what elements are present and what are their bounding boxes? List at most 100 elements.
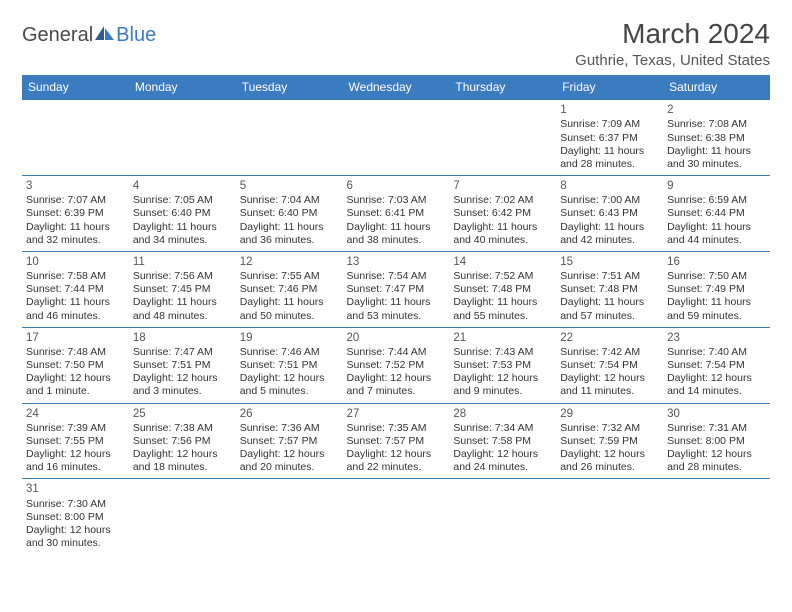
day-number: 7 <box>453 179 552 193</box>
calendar-table: Sunday Monday Tuesday Wednesday Thursday… <box>22 75 770 554</box>
day-cell: 28Sunrise: 7:34 AMSunset: 7:58 PMDayligh… <box>449 403 556 479</box>
day-number: 16 <box>667 255 766 269</box>
day-number: 28 <box>453 407 552 421</box>
title-block: March 2024 Guthrie, Texas, United States <box>575 18 770 69</box>
sunrise-line: Sunrise: 7:38 AM <box>133 422 232 435</box>
day-cell: 4Sunrise: 7:05 AMSunset: 6:40 PMDaylight… <box>129 175 236 251</box>
daylight-line: Daylight: 11 hours and 53 minutes. <box>347 296 446 322</box>
sunset-line: Sunset: 7:54 PM <box>667 359 766 372</box>
day-cell <box>22 100 129 176</box>
daylight-line: Daylight: 12 hours and 5 minutes. <box>240 372 339 398</box>
day-number: 1 <box>560 103 659 117</box>
sunset-line: Sunset: 7:49 PM <box>667 283 766 296</box>
day-cell: 31Sunrise: 7:30 AMSunset: 8:00 PMDayligh… <box>22 479 129 554</box>
sunset-line: Sunset: 7:55 PM <box>26 435 125 448</box>
day-number: 12 <box>240 255 339 269</box>
sunrise-line: Sunrise: 7:46 AM <box>240 346 339 359</box>
sunset-line: Sunset: 6:37 PM <box>560 132 659 145</box>
daylight-line: Daylight: 11 hours and 50 minutes. <box>240 296 339 322</box>
weekday-header: Sunday <box>22 75 129 100</box>
day-cell <box>556 479 663 554</box>
sunset-line: Sunset: 7:54 PM <box>560 359 659 372</box>
day-number: 13 <box>347 255 446 269</box>
day-cell: 3Sunrise: 7:07 AMSunset: 6:39 PMDaylight… <box>22 175 129 251</box>
daylight-line: Daylight: 12 hours and 9 minutes. <box>453 372 552 398</box>
day-number: 27 <box>347 407 446 421</box>
sunrise-line: Sunrise: 7:43 AM <box>453 346 552 359</box>
daylight-line: Daylight: 11 hours and 57 minutes. <box>560 296 659 322</box>
day-number: 29 <box>560 407 659 421</box>
weekday-header: Friday <box>556 75 663 100</box>
day-cell: 21Sunrise: 7:43 AMSunset: 7:53 PMDayligh… <box>449 327 556 403</box>
sunset-line: Sunset: 7:51 PM <box>133 359 232 372</box>
daylight-line: Daylight: 12 hours and 16 minutes. <box>26 448 125 474</box>
day-cell: 18Sunrise: 7:47 AMSunset: 7:51 PMDayligh… <box>129 327 236 403</box>
day-number: 11 <box>133 255 232 269</box>
logo-sail-icon <box>94 25 116 41</box>
day-cell <box>449 479 556 554</box>
sunrise-line: Sunrise: 7:58 AM <box>26 270 125 283</box>
sunrise-line: Sunrise: 7:00 AM <box>560 194 659 207</box>
day-cell: 7Sunrise: 7:02 AMSunset: 6:42 PMDaylight… <box>449 175 556 251</box>
day-number: 15 <box>560 255 659 269</box>
day-cell: 1Sunrise: 7:09 AMSunset: 6:37 PMDaylight… <box>556 100 663 176</box>
sunrise-line: Sunrise: 7:54 AM <box>347 270 446 283</box>
calendar-body: 1Sunrise: 7:09 AMSunset: 6:37 PMDaylight… <box>22 100 770 555</box>
sunset-line: Sunset: 6:43 PM <box>560 207 659 220</box>
sunrise-line: Sunrise: 7:42 AM <box>560 346 659 359</box>
daylight-line: Daylight: 11 hours and 59 minutes. <box>667 296 766 322</box>
sunset-line: Sunset: 7:46 PM <box>240 283 339 296</box>
daylight-line: Daylight: 12 hours and 14 minutes. <box>667 372 766 398</box>
day-cell: 29Sunrise: 7:32 AMSunset: 7:59 PMDayligh… <box>556 403 663 479</box>
sunrise-line: Sunrise: 7:51 AM <box>560 270 659 283</box>
day-cell <box>129 479 236 554</box>
sunrise-line: Sunrise: 7:50 AM <box>667 270 766 283</box>
daylight-line: Daylight: 11 hours and 36 minutes. <box>240 221 339 247</box>
header: General Blue March 2024 Guthrie, Texas, … <box>22 18 770 69</box>
daylight-line: Daylight: 12 hours and 28 minutes. <box>667 448 766 474</box>
day-number: 17 <box>26 331 125 345</box>
day-cell: 6Sunrise: 7:03 AMSunset: 6:41 PMDaylight… <box>343 175 450 251</box>
daylight-line: Daylight: 11 hours and 44 minutes. <box>667 221 766 247</box>
page-title: March 2024 <box>575 18 770 50</box>
sunset-line: Sunset: 7:57 PM <box>347 435 446 448</box>
day-cell: 8Sunrise: 7:00 AMSunset: 6:43 PMDaylight… <box>556 175 663 251</box>
day-cell: 25Sunrise: 7:38 AMSunset: 7:56 PMDayligh… <box>129 403 236 479</box>
calendar-row: 31Sunrise: 7:30 AMSunset: 8:00 PMDayligh… <box>22 479 770 554</box>
sunset-line: Sunset: 6:40 PM <box>240 207 339 220</box>
daylight-line: Daylight: 12 hours and 1 minute. <box>26 372 125 398</box>
daylight-line: Daylight: 11 hours and 32 minutes. <box>26 221 125 247</box>
day-cell: 13Sunrise: 7:54 AMSunset: 7:47 PMDayligh… <box>343 251 450 327</box>
sunrise-line: Sunrise: 7:34 AM <box>453 422 552 435</box>
sunrise-line: Sunrise: 7:36 AM <box>240 422 339 435</box>
day-cell: 22Sunrise: 7:42 AMSunset: 7:54 PMDayligh… <box>556 327 663 403</box>
sunrise-line: Sunrise: 6:59 AM <box>667 194 766 207</box>
sunrise-line: Sunrise: 7:52 AM <box>453 270 552 283</box>
day-cell: 10Sunrise: 7:58 AMSunset: 7:44 PMDayligh… <box>22 251 129 327</box>
day-cell <box>236 100 343 176</box>
day-number: 2 <box>667 103 766 117</box>
daylight-line: Daylight: 12 hours and 3 minutes. <box>133 372 232 398</box>
day-cell <box>449 100 556 176</box>
day-cell: 14Sunrise: 7:52 AMSunset: 7:48 PMDayligh… <box>449 251 556 327</box>
day-cell <box>343 100 450 176</box>
daylight-line: Daylight: 11 hours and 42 minutes. <box>560 221 659 247</box>
calendar-row: 10Sunrise: 7:58 AMSunset: 7:44 PMDayligh… <box>22 251 770 327</box>
calendar-row: 17Sunrise: 7:48 AMSunset: 7:50 PMDayligh… <box>22 327 770 403</box>
day-number: 26 <box>240 407 339 421</box>
daylight-line: Daylight: 11 hours and 30 minutes. <box>667 145 766 171</box>
sunrise-line: Sunrise: 7:04 AM <box>240 194 339 207</box>
sunset-line: Sunset: 8:00 PM <box>26 511 125 524</box>
day-number: 25 <box>133 407 232 421</box>
sunset-line: Sunset: 7:59 PM <box>560 435 659 448</box>
day-cell: 20Sunrise: 7:44 AMSunset: 7:52 PMDayligh… <box>343 327 450 403</box>
day-cell <box>663 479 770 554</box>
weekday-header: Monday <box>129 75 236 100</box>
sunset-line: Sunset: 6:41 PM <box>347 207 446 220</box>
daylight-line: Daylight: 12 hours and 24 minutes. <box>453 448 552 474</box>
sunrise-line: Sunrise: 7:32 AM <box>560 422 659 435</box>
day-number: 8 <box>560 179 659 193</box>
daylight-line: Daylight: 11 hours and 38 minutes. <box>347 221 446 247</box>
sunrise-line: Sunrise: 7:35 AM <box>347 422 446 435</box>
sunset-line: Sunset: 7:53 PM <box>453 359 552 372</box>
